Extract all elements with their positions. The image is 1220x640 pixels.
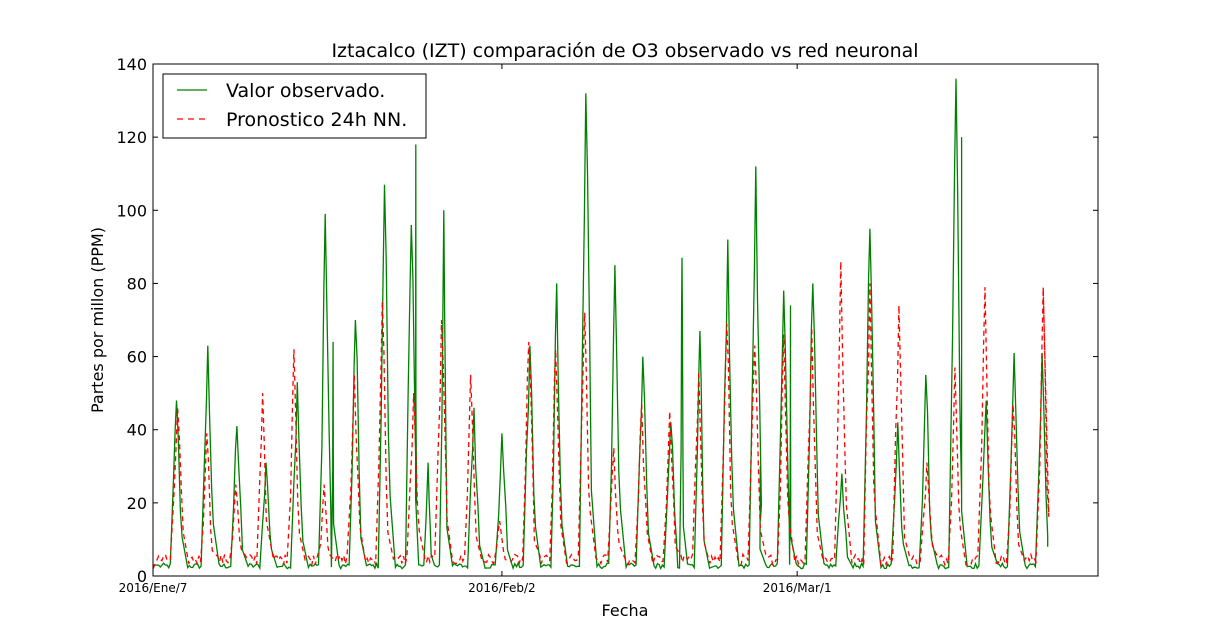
series-line-observed	[152, 78, 1049, 571]
x-tick-label: 2016/Ene/7	[119, 581, 188, 595]
y-tick-label: 0	[137, 567, 147, 586]
x-tick-label: 2016/Mar/1	[763, 581, 832, 595]
chart-title: Iztacalco (IZT) comparación de O3 observ…	[331, 40, 918, 62]
legend-label-forecast: Pronostico 24h NN.	[226, 109, 407, 131]
x-axis: 2016/Ene/7 2016/Feb/2 2016/Mar/1	[119, 64, 832, 595]
x-tick-label: 2016/Feb/2	[468, 581, 536, 595]
legend-frame	[162, 73, 427, 139]
y-tick-label: 40	[127, 421, 147, 440]
y-axis-label: Partes por millon (PPM)	[88, 227, 107, 413]
y-tick-label: 60	[127, 348, 147, 367]
plot-frame	[152, 63, 1099, 577]
legend: Valor observado. Pronostico 24h NN.	[162, 73, 427, 139]
x-axis-label: Fecha	[602, 601, 649, 620]
y-axis: 0 20 40 60 80 100 120 140	[116, 55, 1098, 586]
series-line-forecast	[152, 261, 1050, 569]
y-tick-label: 80	[127, 274, 147, 293]
y-tick-label: 20	[127, 494, 147, 513]
plot-area	[152, 78, 1050, 571]
y-tick-label: 100	[116, 201, 147, 220]
y-tick-label: 120	[116, 128, 147, 147]
legend-label-observed: Valor observado.	[226, 80, 385, 102]
y-tick-label: 140	[116, 55, 147, 74]
